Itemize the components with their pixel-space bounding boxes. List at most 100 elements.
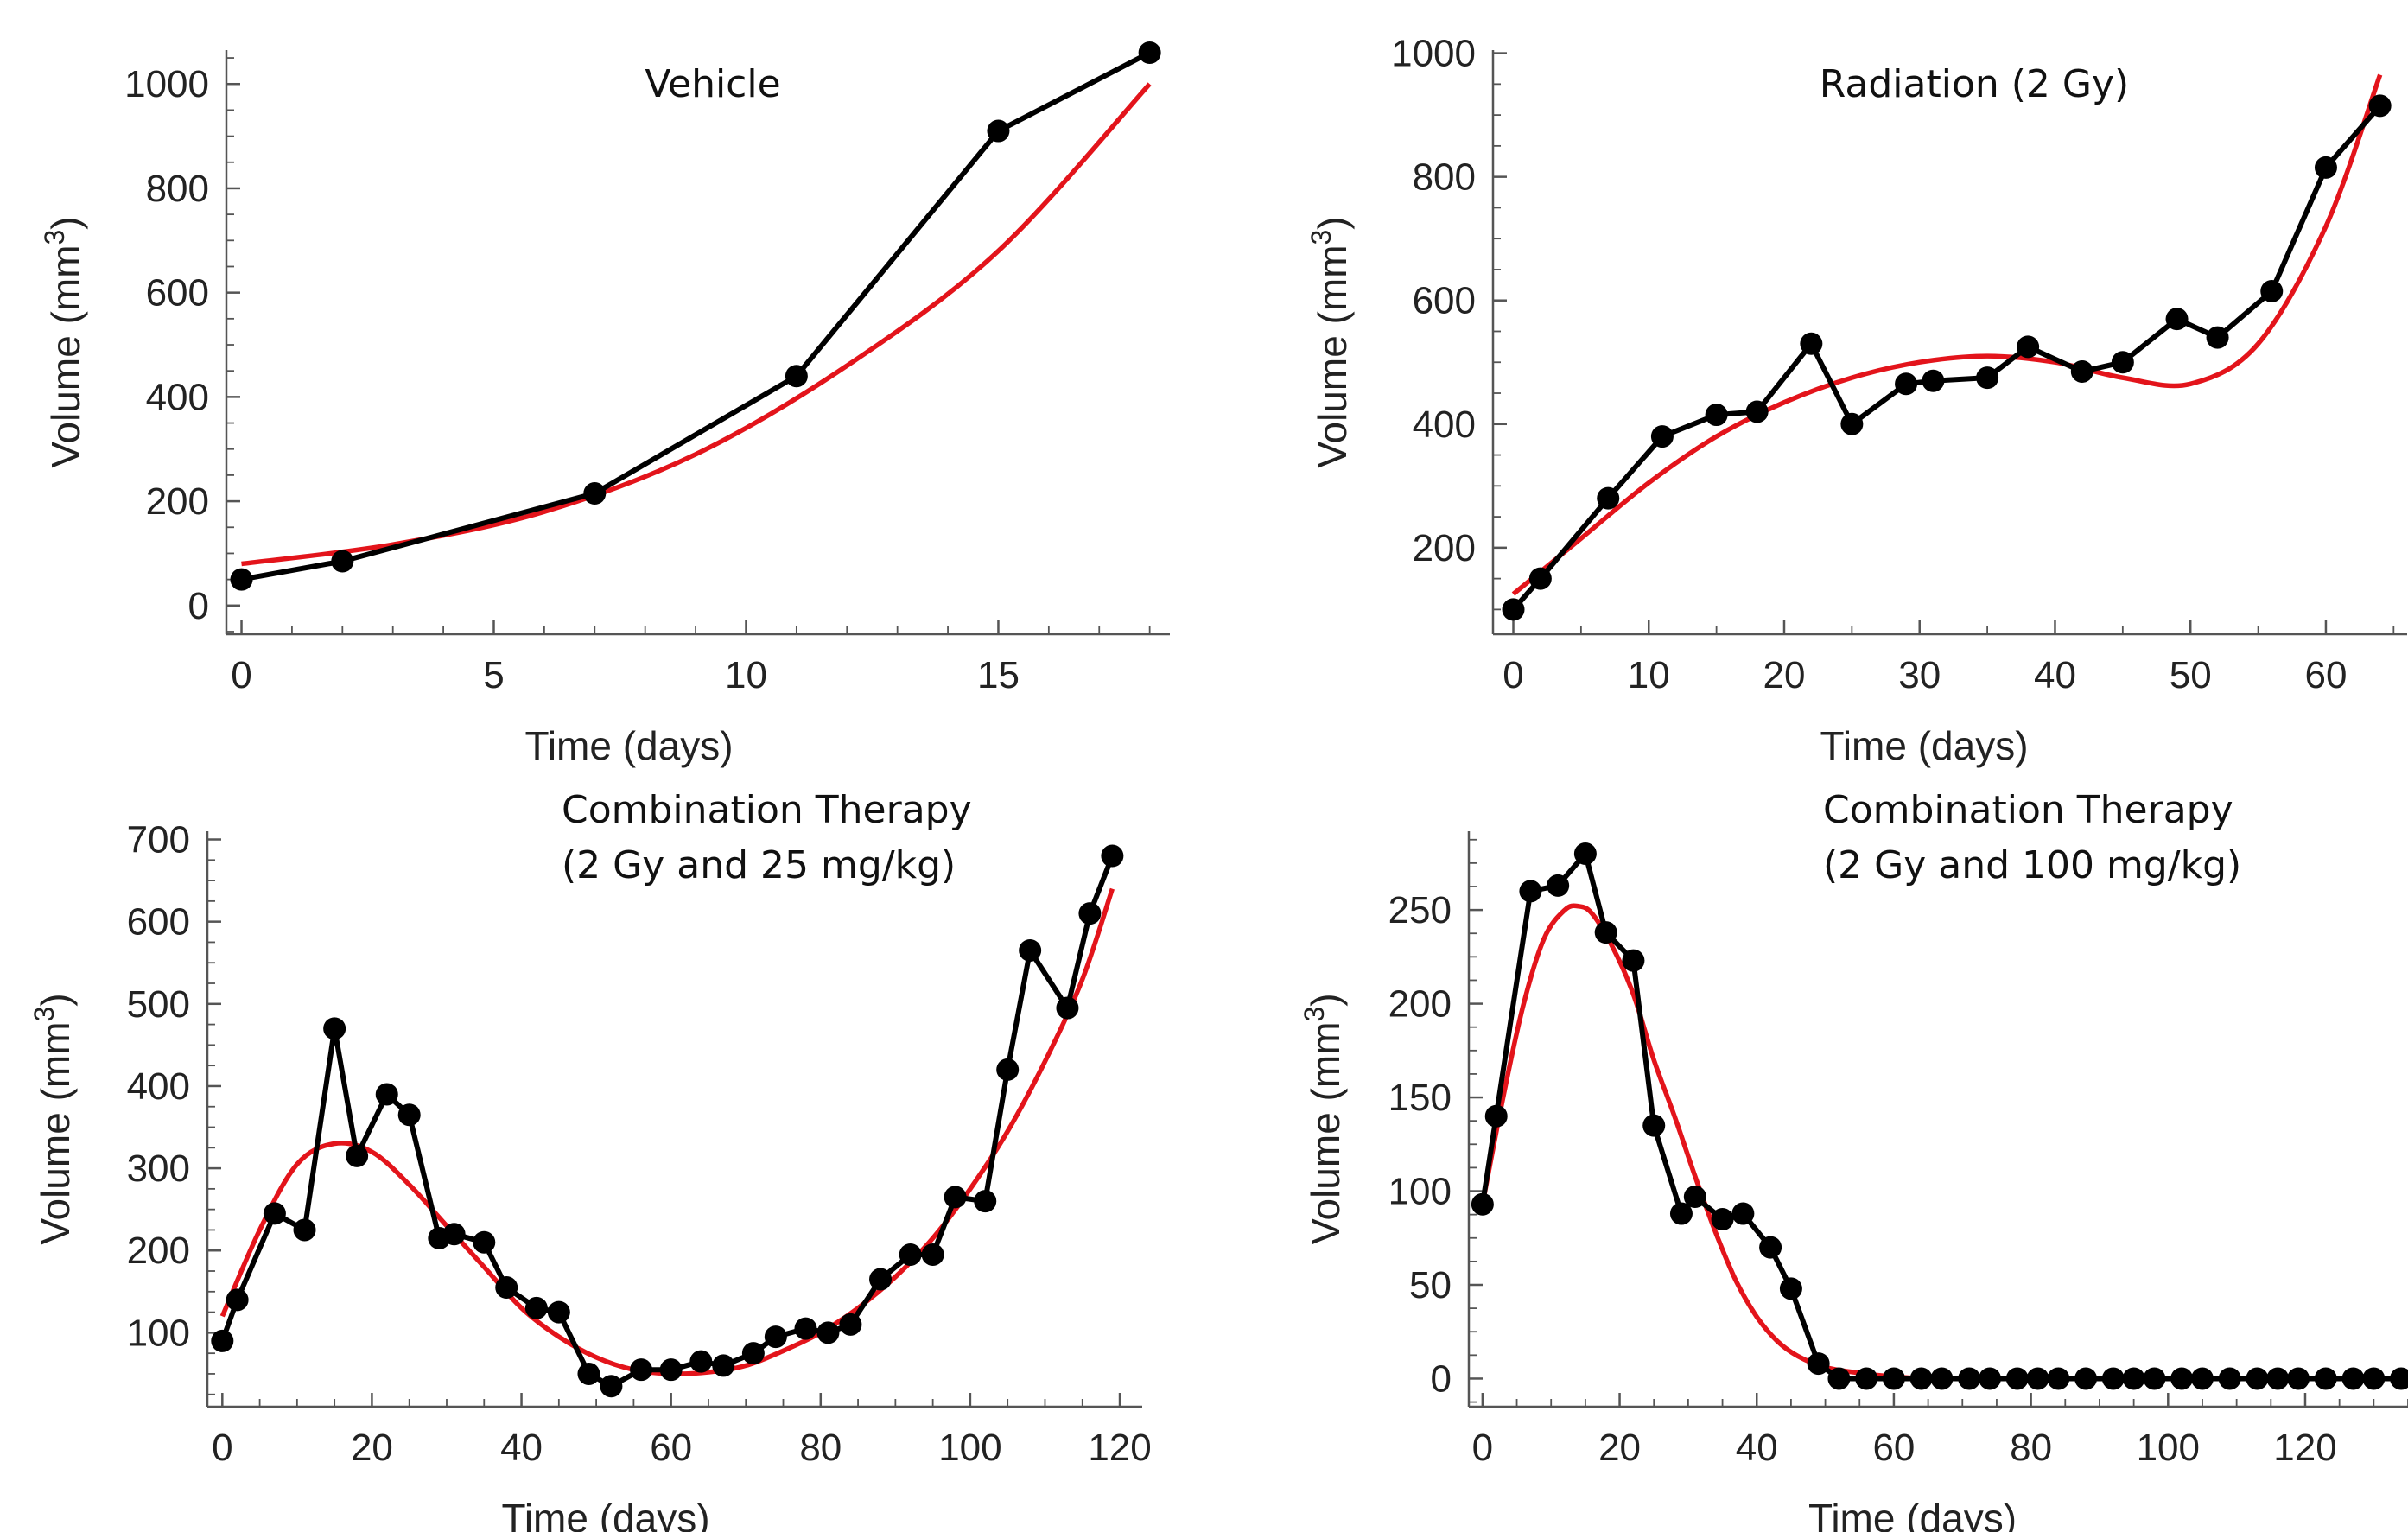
data-point: [2260, 279, 2284, 302]
data-point: [785, 365, 808, 388]
data-point: [2074, 1367, 2098, 1390]
y-axis-label-close: ): [33, 993, 78, 1006]
y-axis-label: Volume (mm3): [1306, 216, 1355, 467]
fitted-curve: [219, 887, 1115, 1376]
x-axis-label: Time (days): [1820, 723, 2028, 768]
x-tick-label: 60: [1872, 1427, 1915, 1469]
data-point: [1078, 902, 1102, 925]
data-point: [226, 1288, 249, 1312]
data-point: [1976, 366, 1999, 390]
plot-area: [211, 844, 1124, 1398]
y-axis-label-main: Volume (mm: [1303, 1021, 1348, 1244]
data-point: [2017, 335, 2040, 359]
fitted-curve: [1480, 903, 2402, 1382]
x-tick-label: 5: [483, 654, 504, 696]
data-point: [1779, 1277, 1802, 1300]
x-tick-label: 0: [1503, 654, 1523, 696]
chart-panel-4: 0 20 40 60 80 100 120 0 50 100 150 200 250 Time (days…: [1299, 788, 2408, 1532]
x-tick-label: 40: [1736, 1427, 1778, 1469]
data-point: [397, 1103, 421, 1127]
data-point: [1547, 874, 1570, 897]
data-point: [1827, 1367, 1851, 1390]
data-point: [1807, 1352, 1830, 1376]
data-point: [1650, 425, 1674, 448]
data-point: [346, 1144, 369, 1167]
data-point: [375, 1083, 398, 1106]
data-point: [323, 1017, 346, 1040]
data-point: [712, 1354, 735, 1377]
y-tick-label: 700: [127, 819, 190, 861]
y-axis-label-close: ): [43, 216, 88, 229]
y-axis-label-close: ): [1310, 216, 1355, 229]
y-tick-label: 1000: [124, 63, 209, 105]
y-tick-label: 100: [1388, 1171, 1452, 1213]
chart-panel-2: 0 10 20 30 40 50 60 200 400 600 800 1000 Time (days)…: [1306, 33, 2407, 768]
data-point: [2218, 1367, 2241, 1390]
x-tick-label: 0: [231, 654, 251, 696]
observed-line: [240, 50, 1151, 582]
data-point: [1895, 372, 1918, 396]
y-tick-label: 400: [1413, 404, 1476, 446]
observed-line: [1479, 851, 2402, 1382]
data-point: [2362, 1367, 2386, 1390]
data-point: [1979, 1367, 2002, 1390]
x-tick-label: 0: [1472, 1427, 1493, 1469]
data-point: [1759, 1236, 1782, 1259]
data-point: [2341, 1367, 2365, 1390]
fitted-curve: [241, 82, 1152, 567]
data-point: [2070, 359, 2093, 383]
x-tick-label: 30: [1898, 654, 1941, 696]
data-point: [2190, 1367, 2214, 1390]
y-tick-label: 50: [1409, 1264, 1452, 1306]
data-point: [974, 1190, 997, 1213]
y-tick-label: 500: [127, 983, 190, 1026]
x-tick-label: 20: [1763, 654, 1806, 696]
x-tick-label: 50: [2170, 654, 2212, 696]
x-tick-label: 20: [1598, 1427, 1641, 1469]
panel-title: (2 Gy and 100 mg/kg): [1823, 843, 2241, 887]
data-point: [1528, 567, 1552, 590]
x-tick-label: 10: [725, 654, 767, 696]
data-point: [839, 1313, 862, 1336]
x-axis-label: Time (days): [501, 1496, 709, 1532]
data-point: [2246, 1367, 2269, 1390]
x-tick-label: 0: [212, 1427, 232, 1469]
x-tick-label: 60: [650, 1427, 692, 1469]
data-point: [1101, 844, 1124, 868]
y-tick-label: 800: [146, 168, 209, 210]
data-point: [899, 1243, 922, 1266]
y-tick-label: 250: [1388, 889, 1452, 931]
y-axis-label-close: ): [1303, 993, 1348, 1006]
y-tick-label: 600: [146, 272, 209, 315]
y-axis-label-superscript: 3: [1299, 1007, 1330, 1022]
data-point: [1705, 404, 1728, 427]
data-point: [1519, 880, 1542, 903]
data-point: [495, 1276, 518, 1300]
x-tick-label: 120: [1088, 1427, 1151, 1469]
data-point: [1056, 996, 1079, 1020]
data-point: [1019, 938, 1042, 962]
data-point: [2206, 326, 2229, 349]
data-point: [741, 1342, 765, 1365]
data-point: [1642, 1114, 1666, 1137]
data-point: [1669, 1202, 1693, 1225]
data-point: [689, 1350, 713, 1373]
data-point: [2368, 94, 2392, 118]
x-tick-label: 40: [2034, 654, 2076, 696]
data-point: [1882, 1367, 1905, 1390]
data-point: [1922, 369, 1945, 392]
data-point: [211, 1329, 234, 1352]
x-tick-label: 60: [2304, 654, 2347, 696]
data-point: [2047, 1367, 2070, 1390]
data-point: [794, 1317, 817, 1340]
x-tick-label: 40: [500, 1427, 543, 1469]
y-tick-label: 1000: [1391, 33, 1476, 75]
data-point: [524, 1296, 548, 1319]
y-tick-label: 200: [146, 480, 209, 523]
x-tick-label: 20: [351, 1427, 393, 1469]
data-point: [1711, 1208, 1734, 1231]
data-point: [2111, 351, 2134, 374]
data-point: [1855, 1367, 1878, 1390]
y-axis-label-superscript: 3: [29, 1007, 60, 1022]
data-point: [1622, 949, 1645, 972]
